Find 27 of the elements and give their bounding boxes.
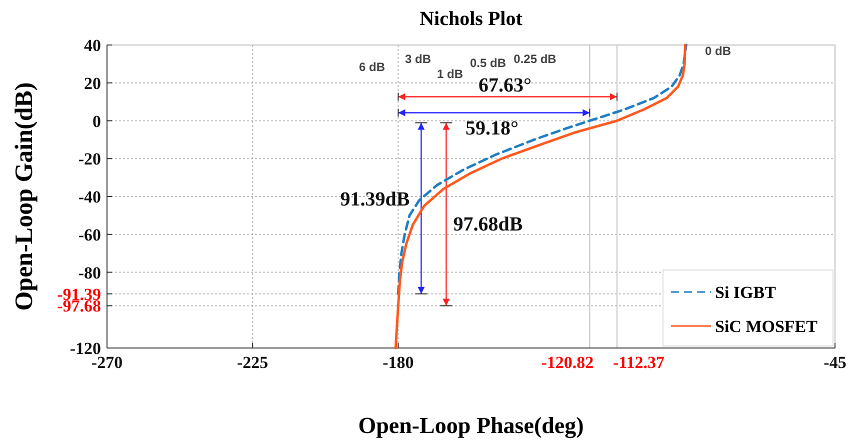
annotation: 0.25 dB [514, 52, 557, 66]
y-tick-label: -80 [78, 263, 101, 282]
y-tick-label: -20 [78, 150, 101, 169]
annotation: 1 dB [436, 67, 464, 82]
legend-label: SiC MOSFET [715, 317, 818, 336]
y-tick-label: -40 [78, 188, 101, 206]
x-tick-label: -45 [824, 353, 846, 372]
annotation: 3 dB [404, 52, 432, 66]
y-tick-label: -60 [78, 225, 101, 244]
annotation: 91.39dB [340, 188, 410, 211]
annotation: 6 dB [358, 60, 386, 74]
y-axis-title: Open-Loop Gain(dB) [11, 82, 38, 311]
x-tick-label: -225 [237, 353, 268, 372]
chart-title: Nichols Plot [420, 8, 523, 30]
annotation: 97.68dB [453, 214, 523, 236]
y-tick-label: 40 [84, 36, 101, 55]
annotation: 67.63° [478, 74, 532, 97]
y-tick-label: 20 [84, 74, 101, 93]
x-axis-title: Open-Loop Phase(deg) [358, 413, 584, 439]
annotation: 0 dB [704, 44, 732, 58]
legend-label: Si IGBT [715, 283, 777, 302]
ref-line-label: -112.37 [613, 353, 665, 372]
annotation: 59.18° [466, 118, 518, 140]
ref-line-label: -120.82 [541, 353, 594, 372]
x-tick-label: -180 [382, 353, 414, 372]
y-tick-label: 0 [92, 112, 101, 131]
annotation: 0.5 dB [470, 56, 506, 70]
